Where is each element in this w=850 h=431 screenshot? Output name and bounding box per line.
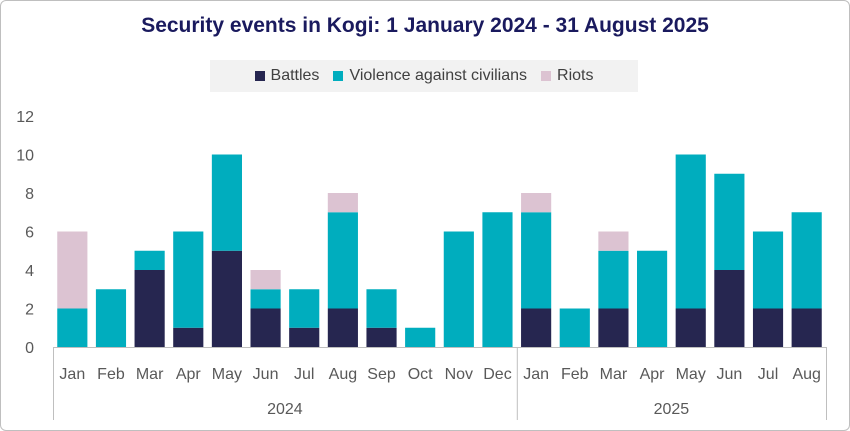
bar-violence — [95, 289, 127, 347]
y-tick-label: 10 — [16, 148, 34, 165]
bar-violence — [598, 250, 629, 309]
x-tick-label: Feb — [97, 366, 125, 383]
bar-battles — [791, 308, 822, 347]
bar-violence — [289, 289, 320, 328]
chart-title: Security events in Kogi: 1 January 2024 … — [141, 14, 709, 37]
legend-label-violence: Violence against civilians — [349, 67, 528, 84]
legend-label-battles: Battles — [270, 67, 320, 84]
bar-riots — [521, 193, 552, 213]
legend-item-violence: Violence against civilians — [333, 67, 527, 85]
bar-battles — [714, 270, 745, 347]
y-tick-label: 2 — [25, 302, 34, 319]
x-tick-label: Jul — [294, 366, 314, 383]
bar-violence — [327, 212, 358, 309]
bar-battles — [521, 308, 552, 347]
x-tick-label: Nov — [445, 366, 473, 383]
y-tick-label: 6 — [25, 225, 34, 242]
x-tick-label: Feb — [561, 366, 589, 383]
group-label: 2024 — [267, 401, 303, 418]
x-tick-label: Sep — [367, 366, 396, 383]
x-tick-label: Oct — [408, 366, 433, 383]
x-tick-label: Mar — [600, 366, 628, 383]
y-tick-label: 4 — [25, 263, 34, 280]
bar-riots — [250, 270, 281, 290]
group-label: 2025 — [654, 401, 690, 418]
bar-violence — [752, 231, 784, 309]
x-tick-label: May — [212, 366, 242, 383]
bar-violence — [675, 154, 706, 309]
bar-battles — [173, 327, 204, 347]
bar-violence — [250, 289, 281, 309]
bar-battles — [752, 308, 784, 347]
x-tick-label: May — [676, 366, 706, 383]
bar-battles — [134, 270, 165, 347]
x-tick-label: Dec — [483, 366, 511, 383]
x-tick-label: Apr — [176, 366, 202, 383]
chart-legend: Battles Violence against civilians Riots — [210, 60, 638, 92]
bar-violence — [173, 231, 204, 328]
bar-violence — [405, 327, 436, 347]
bar-battles — [675, 308, 706, 347]
legend-label-riots: Riots — [557, 67, 594, 84]
legend-item-riots: Riots — [541, 67, 593, 85]
x-tick-label: Jan — [523, 366, 549, 383]
x-tick-label: Apr — [640, 366, 666, 383]
y-tick-label: 12 — [16, 109, 34, 126]
bar-violence — [211, 154, 242, 251]
bar-violence — [134, 250, 165, 270]
x-tick-label: Aug — [792, 366, 820, 383]
x-tick-label: Jun — [253, 366, 279, 383]
bar-violence — [559, 308, 590, 347]
x-tick-label: Jan — [59, 366, 85, 383]
legend-swatch-battles — [254, 71, 265, 81]
bar-violence — [714, 173, 745, 270]
legend-swatch-riots — [541, 71, 552, 81]
x-tick-label: Jul — [758, 366, 778, 383]
bar-riots — [57, 231, 88, 309]
bar-violence — [637, 250, 668, 347]
x-tick-label: Jun — [716, 366, 742, 383]
bar-violence — [57, 308, 88, 347]
bar-battles — [327, 308, 358, 347]
y-tick-label: 8 — [25, 186, 34, 203]
bar-violence — [482, 212, 513, 347]
bar-battles — [250, 308, 281, 347]
legend-item-battles: Battles — [254, 67, 320, 85]
x-tick-label: Mar — [136, 366, 164, 383]
bar-violence — [366, 289, 397, 328]
bar-battles — [289, 327, 320, 347]
x-tick-label: Aug — [329, 366, 357, 383]
bar-battles — [211, 250, 242, 347]
bar-violence — [791, 212, 822, 309]
bar-battles — [598, 308, 629, 347]
legend-swatch-violence — [333, 71, 344, 81]
y-tick-label: 0 — [25, 340, 34, 357]
bar-riots — [598, 231, 629, 251]
bar-riots — [327, 193, 358, 213]
bar-battles — [366, 327, 397, 347]
bar-violence — [443, 231, 474, 347]
bar-violence — [521, 212, 552, 309]
